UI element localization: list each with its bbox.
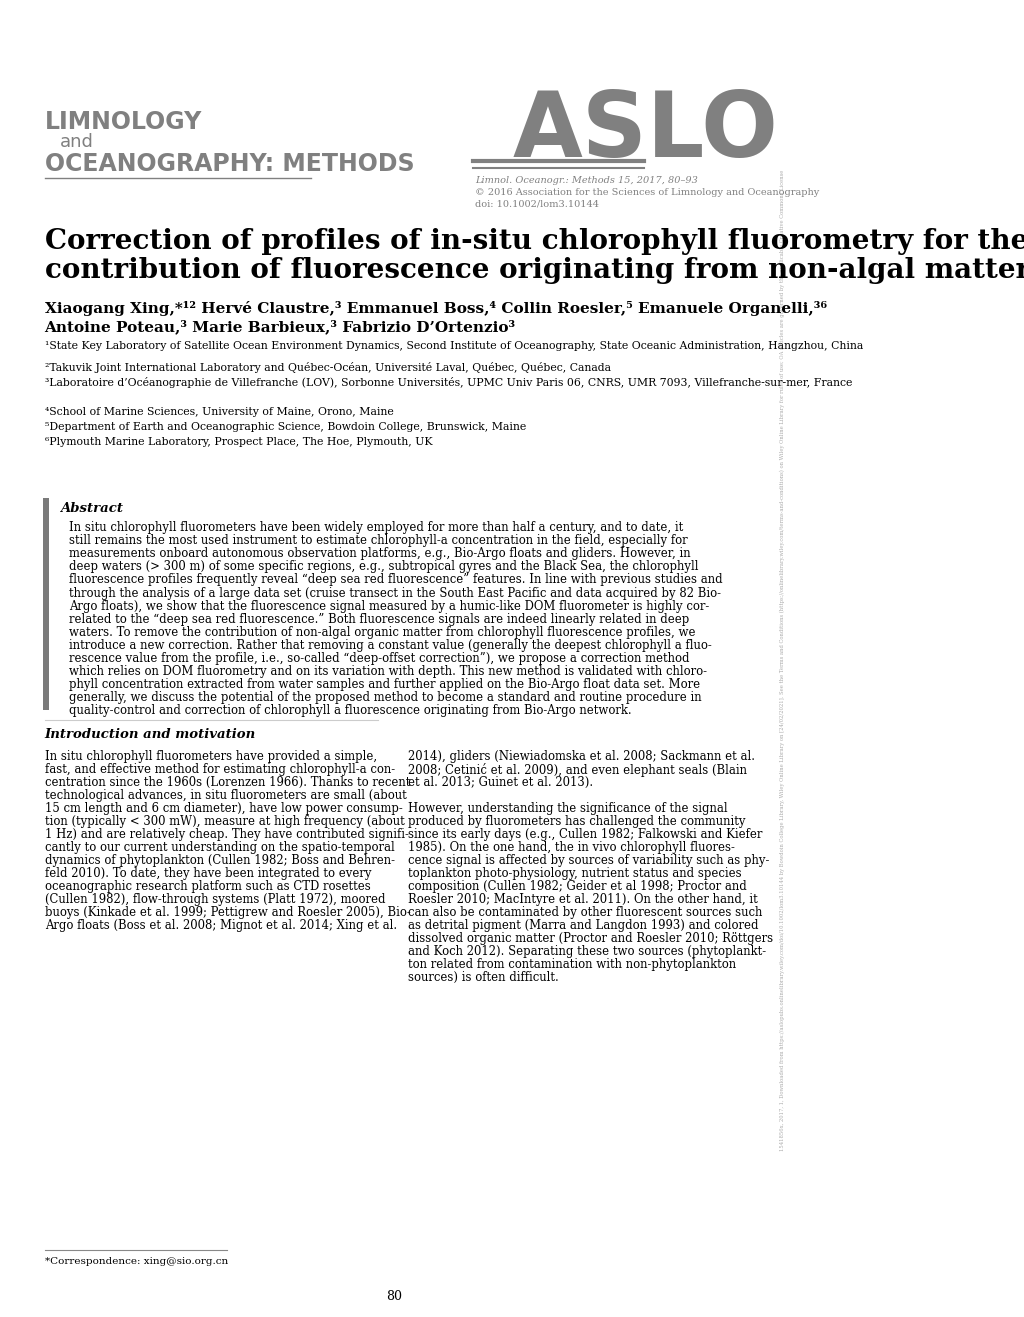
Text: fast, and effective method for estimating chlorophyll-a con-: fast, and effective method for estimatin…: [45, 763, 394, 776]
Text: fluorescence profiles frequently reveal “deep sea red fluorescence” features. In: fluorescence profiles frequently reveal …: [70, 573, 723, 586]
Text: et al. 2013; Guinet et al. 2013).: et al. 2013; Guinet et al. 2013).: [408, 776, 593, 789]
Text: through the analysis of a large data set (cruise transect in the South East Paci: through the analysis of a large data set…: [70, 586, 721, 599]
Text: rescence value from the profile, i.e., so-called “deep-offset correction”), we p: rescence value from the profile, i.e., s…: [70, 652, 690, 665]
Text: oceanographic research platform such as CTD rosettes: oceanographic research platform such as …: [45, 880, 371, 893]
Text: ¹State Key Laboratory of Satellite Ocean Environment Dynamics, Second Institute : ¹State Key Laboratory of Satellite Ocean…: [45, 341, 863, 352]
Text: ASLO: ASLO: [512, 88, 778, 176]
Text: deep waters (> 300 m) of some specific regions, e.g., subtropical gyres and the : deep waters (> 300 m) of some specific r…: [70, 560, 698, 573]
Text: tion (typically < 300 mW), measure at high frequency (about: tion (typically < 300 mW), measure at hi…: [45, 815, 404, 828]
Text: ⁶Plymouth Marine Laboratory, Prospect Place, The Hoe, Plymouth, UK: ⁶Plymouth Marine Laboratory, Prospect Pl…: [45, 437, 432, 446]
Text: ⁴School of Marine Sciences, University of Maine, Orono, Maine: ⁴School of Marine Sciences, University o…: [45, 407, 393, 417]
Text: related to the “deep sea red fluorescence.” Both fluorescence signals are indeed: related to the “deep sea red fluorescenc…: [70, 612, 689, 626]
Text: dynamics of phytoplankton (Cullen 1982; Boss and Behren-: dynamics of phytoplankton (Cullen 1982; …: [45, 853, 394, 867]
Text: In situ chlorophyll fluorometers have been widely employed for more than half a : In situ chlorophyll fluorometers have be…: [70, 522, 683, 533]
Text: 2014), gliders (Niewiadomska et al. 2008; Sackmann et al.: 2014), gliders (Niewiadomska et al. 2008…: [408, 749, 755, 763]
Text: quality-control and correction of chlorophyll a fluorescence originating from Bi: quality-control and correction of chloro…: [70, 705, 632, 718]
Text: generally, we discuss the potential of the proposed method to become a standard : generally, we discuss the potential of t…: [70, 691, 701, 705]
Text: OCEANOGRAPHY: METHODS: OCEANOGRAPHY: METHODS: [45, 151, 415, 176]
Text: still remains the most used instrument to estimate chlorophyll-a concentration i: still remains the most used instrument t…: [70, 535, 688, 547]
Text: ton related from contamination with non-phytoplankton: ton related from contamination with non-…: [408, 957, 735, 971]
Text: Limnol. Oceanogr.: Methods 15, 2017, 80–93: Limnol. Oceanogr.: Methods 15, 2017, 80–…: [475, 176, 698, 184]
Text: 2008; Cetinić et al. 2009), and even elephant seals (Blain: 2008; Cetinić et al. 2009), and even ele…: [408, 763, 746, 777]
Text: Roesler 2010; MacIntyre et al. 2011). On the other hand, it: Roesler 2010; MacIntyre et al. 2011). On…: [408, 893, 758, 906]
Text: 1541856x, 2017, 1, Downloaded from https://aslopubs.onlinelibrary.wiley.com/doi/: 1541856x, 2017, 1, Downloaded from https…: [779, 170, 784, 1151]
Text: 80: 80: [386, 1289, 401, 1303]
Text: Abstract: Abstract: [60, 502, 123, 515]
Text: ³Laboratoire d’Océanographie de Villefranche (LOV), Sorbonne Universités, UPMC U: ³Laboratoire d’Océanographie de Villefra…: [45, 377, 852, 389]
Text: cence signal is affected by sources of variability such as phy-: cence signal is affected by sources of v…: [408, 853, 769, 867]
Text: 1 Hz) and are relatively cheap. They have contributed signifi-: 1 Hz) and are relatively cheap. They hav…: [45, 828, 409, 842]
Text: ²Takuvik Joint International Laboratory and Québec-Océan, Université Laval, Québ: ²Takuvik Joint International Laboratory …: [45, 362, 610, 373]
Text: Correction of profiles of in-situ chlorophyll fluorometry for the: Correction of profiles of in-situ chloro…: [45, 228, 1024, 255]
Text: and Koch 2012). Separating these two sources (phytoplankt-: and Koch 2012). Separating these two sou…: [408, 946, 766, 957]
Text: technological advances, in situ fluorometers are small (about: technological advances, in situ fluorome…: [45, 789, 407, 802]
Text: doi: 10.1002/lom3.10144: doi: 10.1002/lom3.10144: [475, 199, 599, 208]
Text: 15 cm length and 6 cm diameter), have low power consump-: 15 cm length and 6 cm diameter), have lo…: [45, 802, 402, 815]
Text: ⁵Department of Earth and Oceanographic Science, Bowdoin College, Brunswick, Main: ⁵Department of Earth and Oceanographic S…: [45, 421, 526, 432]
Text: Argo floats (Boss et al. 2008; Mignot et al. 2014; Xing et al.: Argo floats (Boss et al. 2008; Mignot et…: [45, 919, 396, 932]
Text: which relies on DOM fluorometry and on its variation with depth. This new method: which relies on DOM fluorometry and on i…: [70, 665, 708, 678]
Text: Xiaogang Xing,*¹² Hervé Claustre,³ Emmanuel Boss,⁴ Collin Roesler,⁵ Emanuele Org: Xiaogang Xing,*¹² Hervé Claustre,³ Emman…: [45, 302, 826, 316]
Text: © 2016 Association for the Sciences of Limnology and Oceanography: © 2016 Association for the Sciences of L…: [475, 188, 819, 198]
Text: buoys (Kinkade et al. 1999; Pettigrew and Roesler 2005), Bio-: buoys (Kinkade et al. 1999; Pettigrew an…: [45, 906, 411, 919]
Text: *Correspondence: xing@sio.org.cn: *Correspondence: xing@sio.org.cn: [45, 1256, 228, 1266]
Text: introduce a new correction. Rather that removing a constant value (generally the: introduce a new correction. Rather that …: [70, 639, 712, 652]
Text: composition (Cullen 1982; Geider et al 1998; Proctor and: composition (Cullen 1982; Geider et al 1…: [408, 880, 746, 893]
Text: and: and: [60, 133, 94, 151]
Text: (Cullen 1982), flow-through systems (Platt 1972), moored: (Cullen 1982), flow-through systems (Pla…: [45, 893, 385, 906]
Text: However, understanding the significance of the signal: However, understanding the significance …: [408, 802, 727, 815]
Text: dissolved organic matter (Proctor and Roesler 2010; Röttgers: dissolved organic matter (Proctor and Ro…: [408, 932, 773, 946]
Text: centration since the 1960s (Lorenzen 1966). Thanks to recent: centration since the 1960s (Lorenzen 196…: [45, 776, 410, 789]
Text: sources) is often difficult.: sources) is often difficult.: [408, 971, 558, 984]
Text: Argo floats), we show that the fluorescence signal measured by a humic-like DOM : Argo floats), we show that the fluoresce…: [70, 599, 710, 612]
Text: cantly to our current understanding on the spatio-temporal: cantly to our current understanding on t…: [45, 842, 394, 853]
Text: measurements onboard autonomous observation platforms, e.g., Bio-Argo floats and: measurements onboard autonomous observat…: [70, 547, 691, 560]
Text: since its early days (e.g., Cullen 1982; Falkowski and Kiefer: since its early days (e.g., Cullen 1982;…: [408, 828, 762, 842]
Text: 1985). On the one hand, the in vivo chlorophyll fluores-: 1985). On the one hand, the in vivo chlo…: [408, 842, 734, 853]
Text: can also be contaminated by other fluorescent sources such: can also be contaminated by other fluore…: [408, 906, 762, 919]
Text: waters. To remove the contribution of non-algal organic matter from chlorophyll : waters. To remove the contribution of no…: [70, 626, 695, 639]
Text: contribution of fluorescence originating from non-algal matter: contribution of fluorescence originating…: [45, 257, 1024, 284]
Bar: [43, 498, 49, 710]
Text: toplankton photo-physiology, nutrient status and species: toplankton photo-physiology, nutrient st…: [408, 867, 741, 880]
Text: produced by fluorometers has challenged the community: produced by fluorometers has challenged …: [408, 815, 745, 828]
Text: Antoine Poteau,³ Marie Barbieux,³ Fabrizio D’Ortenzio³: Antoine Poteau,³ Marie Barbieux,³ Fabriz…: [45, 319, 516, 333]
Text: Introduction and motivation: Introduction and motivation: [45, 728, 256, 741]
Text: phyll concentration extracted from water samples and further applied on the Bio-: phyll concentration extracted from water…: [70, 678, 700, 691]
Text: as detrital pigment (Marra and Langdon 1993) and colored: as detrital pigment (Marra and Langdon 1…: [408, 919, 758, 932]
Text: feld 2010). To date, they have been integrated to every: feld 2010). To date, they have been inte…: [45, 867, 371, 880]
Text: LIMNOLOGY: LIMNOLOGY: [45, 111, 202, 134]
Text: In situ chlorophyll fluorometers have provided a simple,: In situ chlorophyll fluorometers have pr…: [45, 749, 377, 763]
